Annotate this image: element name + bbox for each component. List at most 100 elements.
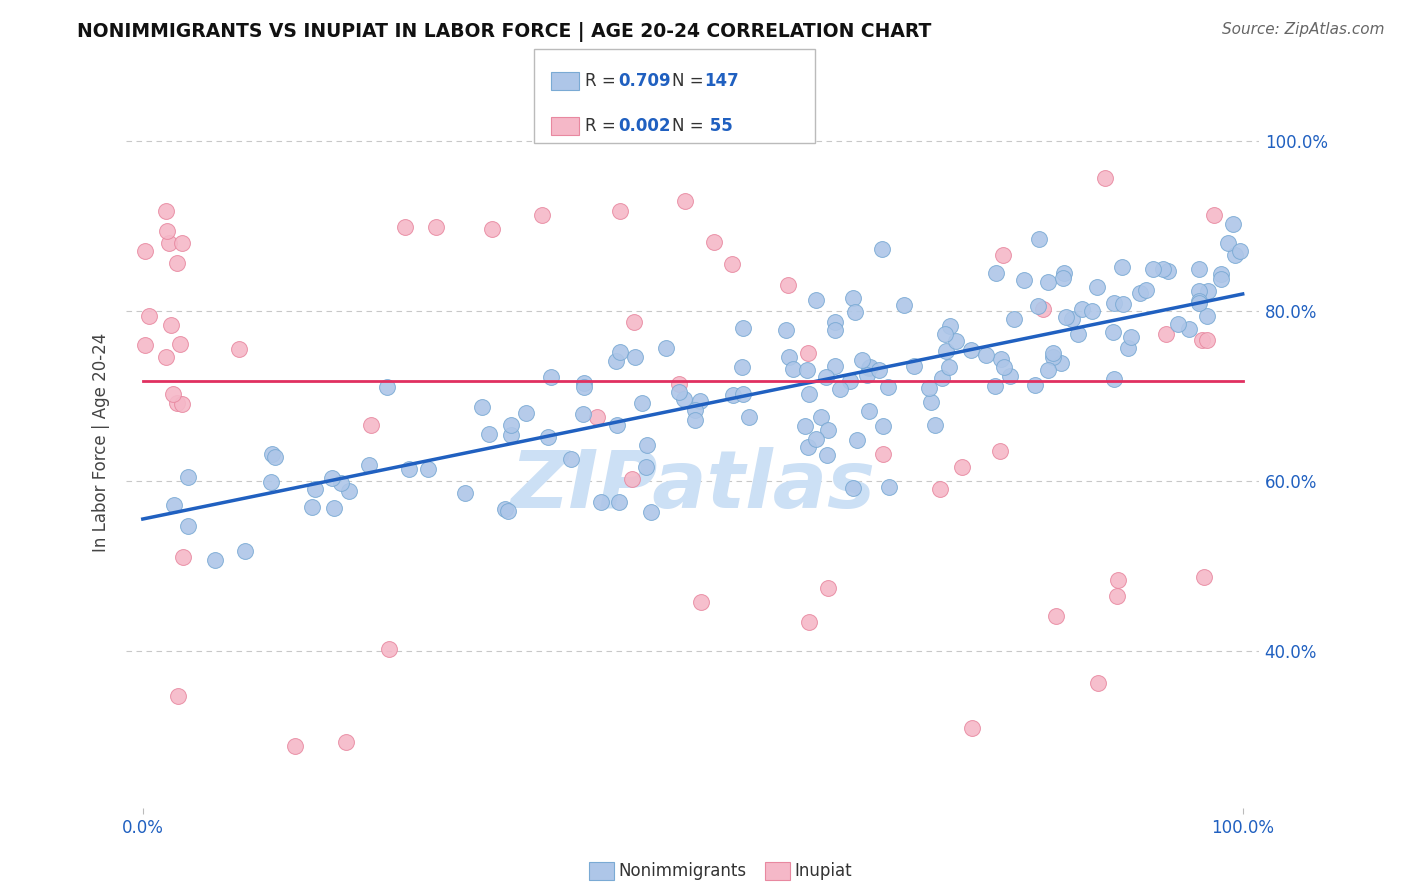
Point (929, 482, 952, 496)
Point (1209, 271, 1232, 285)
Point (993, 248, 1015, 262)
Point (160, 318, 183, 333)
Point (1188, 284, 1211, 298)
Point (329, 475, 352, 490)
Point (1116, 342, 1139, 356)
Point (1052, 271, 1074, 285)
Point (1060, 311, 1083, 326)
Point (842, 481, 865, 495)
Point (990, 352, 1012, 367)
Text: Inupiat: Inupiat (794, 862, 852, 880)
Point (856, 368, 879, 382)
Point (498, 504, 520, 518)
Point (824, 323, 846, 337)
Point (170, 397, 193, 411)
Point (172, 549, 194, 564)
Text: R =: R = (585, 72, 621, 90)
Point (1152, 261, 1174, 276)
Point (796, 363, 818, 377)
Point (177, 518, 200, 533)
Point (993, 359, 1015, 374)
Point (574, 376, 596, 391)
Point (721, 388, 744, 402)
Text: R =: R = (585, 117, 621, 135)
Point (1024, 378, 1046, 392)
Point (304, 483, 326, 497)
Point (844, 304, 866, 318)
Point (810, 409, 832, 424)
Point (1036, 276, 1059, 290)
Point (950, 459, 973, 474)
Point (1107, 573, 1129, 587)
Point (1195, 333, 1218, 347)
Point (1178, 322, 1201, 336)
Point (494, 501, 516, 516)
Point (260, 475, 283, 489)
Point (1087, 676, 1109, 690)
Point (572, 407, 595, 421)
Point (1112, 297, 1135, 311)
Point (804, 432, 827, 446)
Point (903, 359, 925, 373)
Text: 0.002: 0.002 (619, 117, 671, 135)
Point (636, 437, 658, 451)
Point (155, 351, 177, 365)
Point (960, 721, 983, 735)
Point (591, 494, 613, 508)
Point (235, 543, 257, 558)
Point (540, 370, 562, 384)
Point (134, 244, 156, 258)
Point (1085, 280, 1108, 294)
Point (935, 344, 957, 359)
Point (609, 203, 631, 218)
Point (621, 472, 644, 486)
Point (1105, 589, 1128, 603)
Point (1054, 310, 1077, 325)
Point (1157, 264, 1180, 278)
Point (799, 615, 821, 629)
Point (623, 350, 645, 364)
Point (1050, 356, 1073, 370)
Point (672, 392, 695, 406)
Point (838, 374, 860, 388)
Point (733, 321, 755, 335)
Point (776, 277, 799, 292)
Text: Source: ZipAtlas.com: Source: ZipAtlas.com (1222, 22, 1385, 37)
Point (960, 343, 983, 358)
Point (1067, 327, 1090, 342)
Point (690, 595, 713, 609)
Point (703, 235, 725, 249)
Point (1135, 283, 1157, 297)
Point (1188, 293, 1211, 308)
Point (673, 194, 696, 209)
Point (858, 360, 880, 375)
Point (877, 480, 900, 494)
Point (974, 348, 997, 362)
Point (262, 447, 284, 461)
Point (531, 208, 554, 222)
Point (1202, 207, 1225, 221)
Point (939, 319, 962, 334)
Point (775, 323, 797, 337)
Point (1154, 327, 1177, 342)
Point (264, 450, 287, 464)
Point (824, 315, 846, 329)
Point (689, 393, 711, 408)
Point (842, 291, 865, 305)
Point (988, 444, 1011, 458)
Point (157, 236, 180, 251)
Point (934, 326, 956, 341)
Text: 147: 147 (704, 72, 740, 90)
Point (924, 417, 946, 432)
Point (398, 462, 420, 476)
Point (920, 395, 942, 409)
Point (425, 219, 447, 234)
Point (945, 334, 967, 348)
Point (156, 224, 179, 238)
Point (799, 387, 821, 401)
Point (609, 345, 631, 359)
Point (1119, 330, 1142, 344)
Point (824, 359, 846, 373)
Point (605, 353, 627, 368)
Y-axis label: In Labor Force | Age 20-24: In Labor Force | Age 20-24 (93, 333, 110, 552)
